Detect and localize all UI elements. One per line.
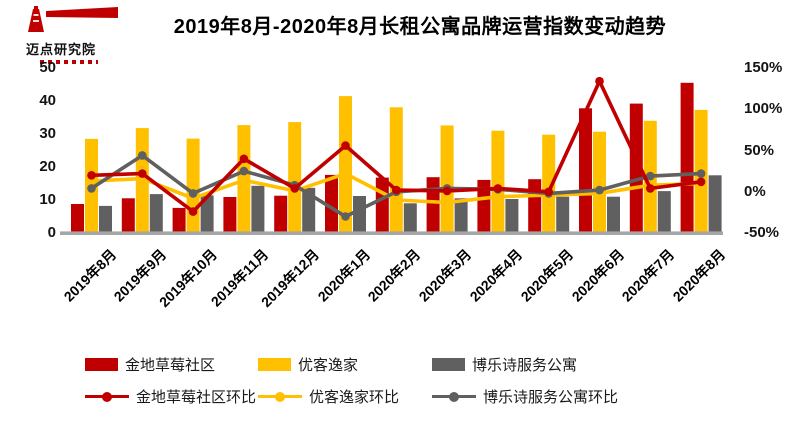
red-line-marker-icon — [85, 391, 129, 402]
red-bar-swatch — [85, 358, 118, 371]
legend-item-line-bolershi: 博乐诗服务公寓环比 — [432, 388, 692, 406]
bar-金地草莓社区-2020年4月 — [477, 179, 491, 233]
bar-优客逸家-2019年10月 — [186, 138, 200, 233]
chart-title: 2019年8月-2020年8月长租公寓品牌运营指数变动趋势 — [173, 16, 667, 38]
bar-金地草莓社区-2020年1月 — [325, 174, 338, 233]
legend-item-bar-youke: 优客逸家 — [258, 356, 432, 374]
gray-line-marker-icon — [432, 391, 476, 402]
bar-优客逸家-2020年5月 — [542, 134, 556, 233]
bar-金地草莓社区-2019年8月 — [71, 204, 84, 233]
bar-博乐诗服务公寓-2020年8月 — [708, 175, 722, 234]
legend-label: 优客逸家环比 — [309, 389, 400, 406]
point-博乐诗服务公寓环比-2020年6月 — [595, 185, 604, 195]
point-金地草莓社区环比-2019年8月 — [87, 171, 96, 180]
legend-item-line-jindi: 金地草莓社区环比 — [85, 388, 258, 406]
bar-优客逸家-2019年12月 — [288, 122, 302, 233]
yellow-bar-swatch — [258, 358, 291, 371]
point-金地草莓社区环比-2020年4月 — [493, 184, 503, 193]
bar-金地草莓社区-2019年10月 — [172, 207, 186, 233]
point-金地草莓社区环比-2020年5月 — [544, 187, 553, 197]
y-right-tick-150%: 150% — [744, 59, 783, 76]
point-优客逸家环比-2020年1月 — [341, 169, 350, 178]
point-博乐诗服务公寓环比-2019年9月 — [138, 151, 147, 160]
y-right-tick-0%: 0% — [744, 182, 766, 200]
bar-金地草莓社区-2019年9月 — [121, 198, 135, 233]
bar-金地草莓社区-2019年12月 — [274, 195, 288, 233]
y-right-tick--50%: -50% — [744, 224, 780, 241]
y-left-tick-20: 20 — [39, 158, 56, 175]
point-金地草莓社区环比-2019年12月 — [290, 184, 300, 193]
point-金地草莓社区环比-2020年2月 — [392, 185, 401, 195]
legend-item-bar-bolershi: 博乐诗服务公寓 — [432, 356, 692, 374]
point-金地草莓社区环比-2019年9月 — [138, 169, 147, 178]
point-金地草莓社区环比-2019年11月 — [239, 154, 249, 164]
logo-text: 迈点研究院 — [26, 42, 97, 57]
bar-优客逸家-2020年1月 — [339, 96, 352, 233]
point-优客逸家环比-2020年4月 — [493, 192, 503, 201]
bar-博乐诗服务公寓-2019年10月 — [200, 195, 214, 233]
point-金地草莓社区环比-2020年1月 — [341, 141, 350, 150]
bar-优客逸家-2020年6月 — [593, 131, 606, 233]
y-left-tick-50: 50 — [39, 59, 56, 76]
bar-金地草莓社区-2020年2月 — [375, 177, 389, 233]
y-left-tick-0: 0 — [47, 224, 56, 241]
point-优客逸家环比-2019年11月 — [239, 175, 249, 185]
brand-logo: 迈点研究院 — [26, 6, 126, 64]
logo-subtext-marks — [40, 60, 98, 64]
legend-label: 博乐诗服务公寓 — [472, 357, 578, 374]
lighthouse-icon — [28, 6, 118, 32]
bar-金地草莓社区-2020年8月 — [680, 82, 694, 233]
point-优客逸家环比-2020年2月 — [392, 195, 401, 205]
bar-金地草莓社区-2020年5月 — [528, 179, 542, 233]
y-left-tick-30: 30 — [39, 125, 56, 142]
x-axis-baseline — [60, 231, 723, 235]
legend-label: 优客逸家 — [298, 357, 359, 374]
bar-金地草莓社区-2020年6月 — [579, 108, 592, 233]
point-金地草莓社区环比-2020年8月 — [696, 177, 706, 187]
combo-chart-plot — [60, 76, 723, 235]
bar-优客逸家-2020年2月 — [389, 107, 403, 233]
point-金地草莓社区环比-2020年6月 — [595, 76, 604, 86]
bar-博乐诗服务公寓-2020年5月 — [556, 196, 570, 233]
gray-bar-swatch — [432, 358, 465, 371]
bar-博乐诗服务公寓-2020年7月 — [657, 191, 671, 233]
bar-博乐诗服务公寓-2019年11月 — [251, 185, 265, 233]
bar-博乐诗服务公寓-2020年3月 — [454, 198, 468, 233]
y-right-tick-100%: 100% — [744, 100, 783, 118]
point-博乐诗服务公寓环比-2019年10月 — [188, 189, 198, 198]
bar-博乐诗服务公寓-2019年9月 — [149, 194, 163, 233]
point-博乐诗服务公寓环比-2019年8月 — [87, 184, 96, 193]
point-博乐诗服务公寓环比-2020年7月 — [646, 171, 655, 181]
point-博乐诗服务公寓环比-2020年8月 — [696, 169, 706, 178]
bar-博乐诗服务公寓-2020年6月 — [607, 196, 620, 233]
point-金地草莓社区环比-2020年7月 — [646, 184, 655, 193]
bar-金地草莓社区-2020年3月 — [426, 177, 440, 233]
bar-优客逸家-2020年4月 — [491, 130, 505, 233]
y-right-tick-50%: 50% — [744, 141, 775, 159]
bar-金地草莓社区-2020年7月 — [629, 103, 643, 233]
bar-金地草莓社区-2019年11月 — [223, 197, 237, 233]
bar-博乐诗服务公寓-2020年2月 — [403, 203, 417, 233]
bar-博乐诗服务公寓-2020年4月 — [505, 199, 519, 233]
legend-label: 金地草莓社区环比 — [136, 389, 257, 406]
chart-legend: 金地草莓社区 优客逸家 博乐诗服务公寓 金地草莓社区环比 优客逸家环比 博乐诗服… — [85, 356, 692, 406]
y-left-tick-10: 10 — [39, 191, 56, 208]
bar-博乐诗服务公寓-2019年12月 — [302, 187, 316, 233]
point-金地草莓社区环比-2020年3月 — [442, 186, 452, 196]
yellow-line-marker-icon — [258, 391, 302, 402]
legend-item-bar-jindi: 金地草莓社区 — [85, 356, 258, 374]
bar-博乐诗服务公寓-2019年8月 — [99, 205, 112, 233]
point-博乐诗服务公寓环比-2020年1月 — [341, 212, 350, 221]
legend-item-line-youke: 优客逸家环比 — [258, 388, 432, 406]
legend-label: 博乐诗服务公寓环比 — [483, 389, 619, 406]
point-金地草莓社区环比-2019年10月 — [188, 207, 198, 216]
y-left-tick-40: 40 — [39, 92, 56, 109]
legend-label: 金地草莓社区 — [125, 357, 216, 374]
point-优客逸家环比-2020年3月 — [442, 198, 452, 207]
bar-优客逸家-2020年3月 — [440, 125, 454, 233]
bar-博乐诗服务公寓-2020年1月 — [353, 196, 366, 233]
point-博乐诗服务公寓环比-2019年11月 — [239, 166, 249, 176]
